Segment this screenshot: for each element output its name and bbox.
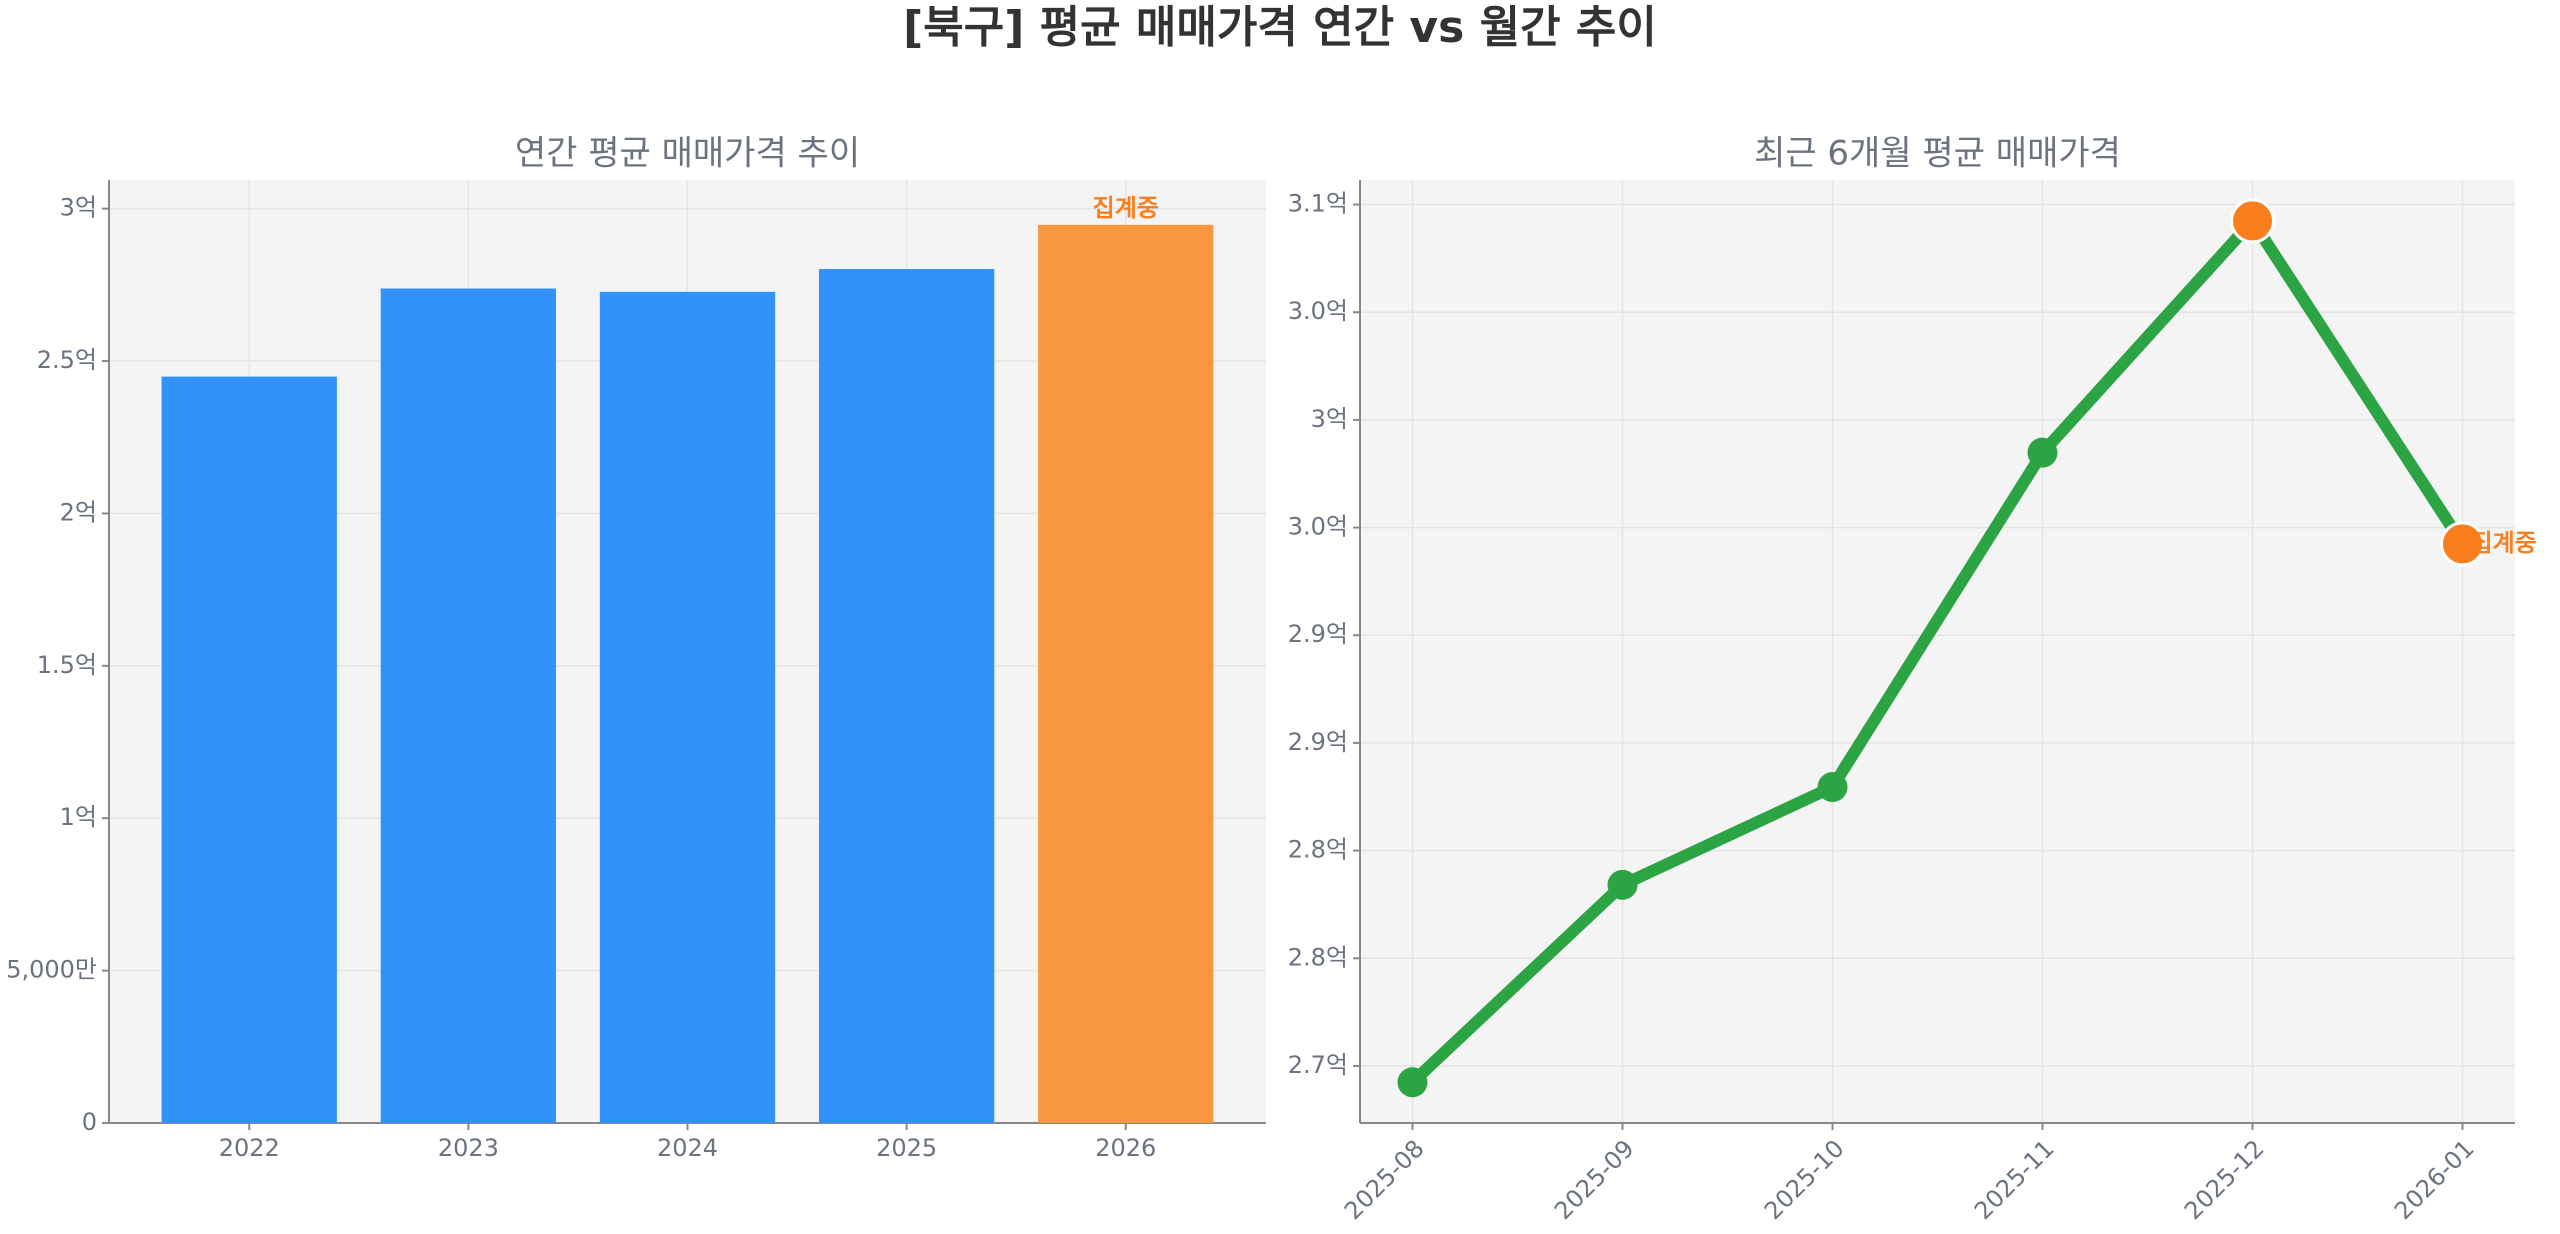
marker [1817,772,1848,803]
y-tick-label: 2.8억 [1288,836,1348,864]
x-tick-label: 2025-08 [1339,1134,1430,1225]
x-tick-label: 2025-09 [1549,1134,1640,1225]
x-tick-label: 2023 [438,1134,499,1162]
x-tick-label: 2025-12 [2179,1134,2270,1225]
y-tick-label: 2.7억 [1288,1051,1348,1079]
y-tick-label: 2.5억 [37,346,97,374]
x-tick-label: 2026-01 [2389,1134,2480,1225]
line [1408,214,2468,1087]
y-tick-label: 1억 [60,803,97,831]
x-tick-label: 2025-10 [1759,1134,1850,1225]
y-tick-label: 3.0억 [1288,297,1348,325]
marker [1397,1067,1428,1098]
y-tick-label: 0 [82,1108,97,1136]
x-tick-label: 2022 [219,1134,280,1162]
marker [2440,521,2485,567]
y-tick-label: 2.9억 [1288,728,1348,756]
y-tick-label: 2.8억 [1288,943,1348,971]
y-tick-label: 3억 [60,194,97,222]
annotation: 집계중 [1093,194,1159,222]
y-tick-label: 2억 [60,498,97,526]
x-tick-label: 2025 [876,1134,937,1162]
x-tick-label: 2026 [1095,1134,1156,1162]
marker [2230,198,2275,244]
bar [380,288,557,1123]
y-tick-label: 3.1억 [1288,190,1348,218]
chart-title: 최근 6개월 평균 매매가격 [1754,134,2121,174]
bar [1038,224,1214,1123]
bar [818,268,995,1123]
plot-area [1360,180,2515,1123]
marker [2027,437,2058,468]
bar [161,376,337,1123]
y-tick-label: 3억 [1311,405,1348,433]
x-tick-label: 2024 [657,1134,718,1162]
y-tick-label: 1.5억 [37,651,97,679]
bar [599,291,776,1123]
marker [1607,869,1638,900]
page-title: [북구] 평균 매매가격 연간 vs 월간 추이 [903,2,1657,53]
y-tick-label: 2.9억 [1288,620,1348,648]
y-tick-label: 3.0억 [1288,513,1348,541]
chart-title: 연간 평균 매매가격 추이 [515,134,860,174]
annotation: 집계중 [2471,529,2537,557]
x-tick-label: 2025-11 [1969,1134,2060,1225]
y-tick-label: 5,000만 [6,956,97,984]
